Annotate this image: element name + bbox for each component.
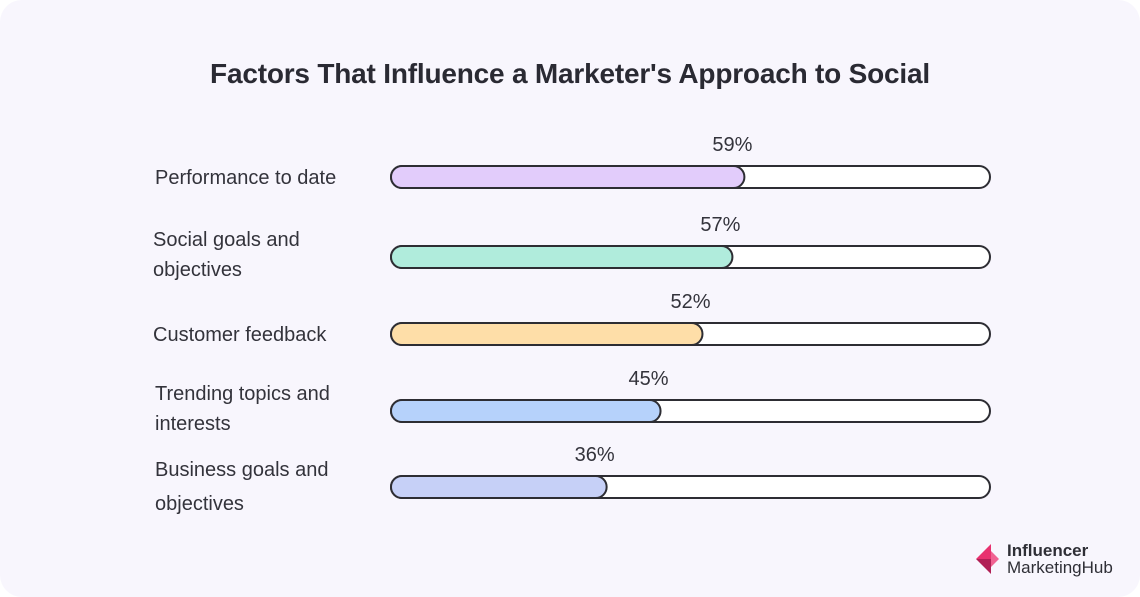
category-label: Performance to date bbox=[155, 167, 336, 189]
category-label: Social goals and bbox=[153, 229, 300, 251]
data-label: 57% bbox=[700, 214, 740, 236]
bar bbox=[390, 322, 704, 346]
bar bbox=[390, 245, 734, 269]
logo-diamond-bottom bbox=[976, 559, 991, 574]
logo-text-bottom: MarketingHub bbox=[1007, 558, 1113, 577]
bar bbox=[390, 399, 662, 423]
data-label: 36% bbox=[575, 444, 615, 466]
logo-diamond-icon bbox=[976, 544, 999, 574]
logo-diamond-side bbox=[991, 551, 999, 567]
category-label: Trending topics and bbox=[155, 383, 330, 405]
category-label: Business goals and bbox=[155, 459, 328, 481]
data-label: 52% bbox=[670, 291, 710, 313]
data-label: 59% bbox=[712, 134, 752, 156]
bar bbox=[390, 165, 746, 189]
bar bbox=[390, 475, 608, 499]
logo-diamond-top bbox=[976, 544, 991, 559]
logo-text-top: Influencer bbox=[1007, 541, 1089, 560]
category-label: interests bbox=[155, 413, 231, 435]
category-label: objectives bbox=[153, 259, 242, 281]
category-label: objectives bbox=[155, 493, 244, 515]
category-label: Customer feedback bbox=[153, 324, 327, 346]
data-label: 45% bbox=[629, 368, 669, 390]
influencer-marketing-hub-logo: Influencer MarketingHub bbox=[974, 541, 1134, 581]
chart-title: Factors That Influence a Marketer's Appr… bbox=[210, 58, 930, 89]
